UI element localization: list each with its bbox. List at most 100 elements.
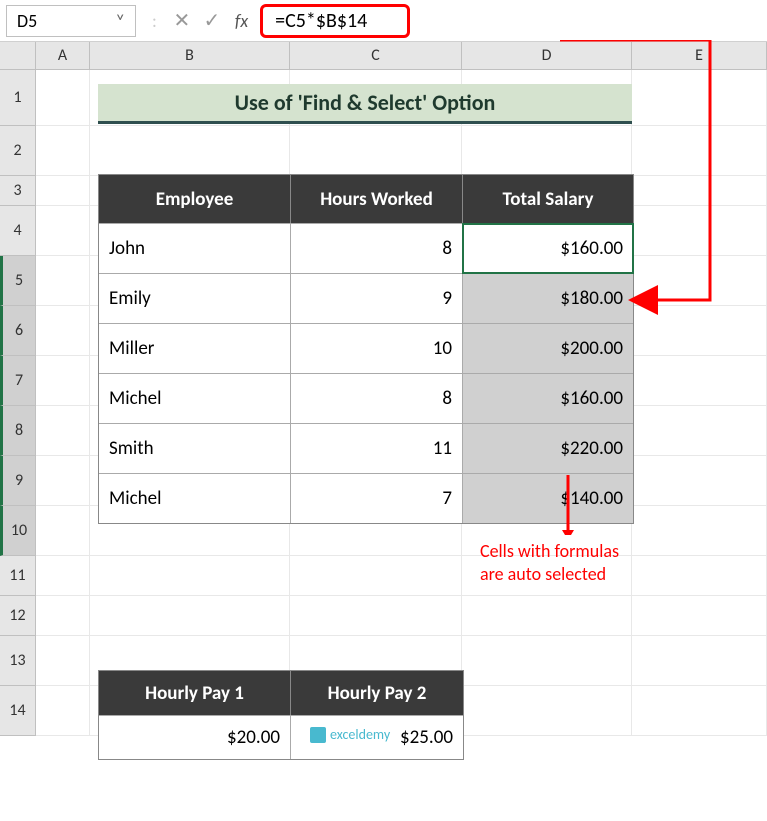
cell[interactable]: [36, 356, 90, 406]
total-salary[interactable]: $220.00: [463, 424, 633, 473]
cell[interactable]: [36, 70, 90, 126]
cell[interactable]: [632, 126, 767, 176]
cell[interactable]: [632, 256, 767, 306]
row-header-12[interactable]: 12: [0, 596, 36, 636]
annotation-line2: are auto selected: [480, 563, 619, 586]
cell[interactable]: [36, 456, 90, 506]
hours-worked[interactable]: 11: [291, 424, 463, 473]
accept-icon[interactable]: ✓: [197, 8, 227, 33]
pay1-value[interactable]: $20.00: [99, 716, 291, 759]
row-header-7[interactable]: 7: [0, 356, 36, 406]
cell[interactable]: [632, 506, 767, 556]
cell[interactable]: [90, 596, 290, 636]
row-header-4[interactable]: 4: [0, 206, 36, 256]
cell[interactable]: [36, 636, 90, 686]
cell[interactable]: [632, 686, 767, 736]
row-header-5[interactable]: 5: [0, 256, 36, 306]
cell[interactable]: [36, 256, 90, 306]
cell[interactable]: [36, 126, 90, 176]
cell[interactable]: [36, 596, 90, 636]
row-header-1[interactable]: 1: [0, 70, 36, 126]
row-header-14[interactable]: 14: [0, 686, 36, 736]
table-row: Smith11$220.00: [99, 423, 633, 473]
employee-name[interactable]: Emily: [99, 274, 291, 323]
employee-name[interactable]: Michel: [99, 374, 291, 423]
column-headers: A B C D E: [0, 42, 767, 70]
row-header-6[interactable]: 6: [0, 306, 36, 356]
cell[interactable]: [462, 636, 632, 686]
cell[interactable]: [90, 126, 290, 176]
cell[interactable]: [632, 206, 767, 256]
col-header-B[interactable]: B: [90, 42, 290, 69]
table-row: Michel8$160.00: [99, 373, 633, 423]
header-employee: Employee: [99, 175, 291, 223]
cell[interactable]: [36, 406, 90, 456]
cell[interactable]: [290, 556, 462, 596]
hours-worked[interactable]: 8: [291, 374, 463, 423]
cell[interactable]: [290, 126, 462, 176]
name-box-dropdown-icon[interactable]: ˅: [115, 10, 125, 32]
name-box[interactable]: D5 ˅: [6, 5, 136, 37]
table-row: John8$160.00: [99, 223, 633, 273]
row-header-3[interactable]: 3: [0, 176, 36, 206]
row-header-10[interactable]: 10: [0, 506, 36, 556]
formula-input[interactable]: =C5*$B$14: [260, 4, 410, 38]
total-salary[interactable]: $180.00: [463, 274, 633, 323]
cell[interactable]: [632, 70, 767, 126]
hours-worked[interactable]: 10: [291, 324, 463, 373]
col-header-E[interactable]: E: [632, 42, 767, 69]
col-header-C[interactable]: C: [290, 42, 462, 69]
col-header-A[interactable]: A: [36, 42, 90, 69]
cell[interactable]: [36, 206, 90, 256]
cell-reference: D5: [17, 10, 37, 32]
row-header-11[interactable]: 11: [0, 556, 36, 596]
formula-bar-separator: :: [152, 10, 157, 32]
table-row: Emily9$180.00: [99, 273, 633, 323]
employee-name[interactable]: Miller: [99, 324, 291, 373]
select-all-corner[interactable]: [0, 42, 36, 69]
employee-name[interactable]: John: [99, 224, 291, 273]
employee-name[interactable]: Smith: [99, 424, 291, 473]
cell[interactable]: [36, 686, 90, 736]
cell[interactable]: [632, 556, 767, 596]
hours-worked[interactable]: 8: [291, 224, 463, 273]
row-header-13[interactable]: 13: [0, 636, 36, 686]
total-salary[interactable]: $140.00: [463, 474, 633, 523]
header-hours: Hours Worked: [291, 175, 463, 223]
cell[interactable]: [632, 306, 767, 356]
fx-icon[interactable]: fx: [235, 10, 248, 32]
employee-name[interactable]: Michel: [99, 474, 291, 523]
pay-row: $20.00 $25.00: [99, 715, 463, 759]
cell[interactable]: [632, 636, 767, 686]
total-salary[interactable]: $200.00: [463, 324, 633, 373]
formula-bar: D5 ˅ : ✕ ✓ fx =C5*$B$14: [0, 0, 767, 42]
cell[interactable]: [36, 176, 90, 206]
cell[interactable]: [36, 556, 90, 596]
header-pay2: Hourly Pay 2: [291, 671, 463, 715]
cell[interactable]: [462, 126, 632, 176]
cell[interactable]: [632, 356, 767, 406]
row-header-2[interactable]: 2: [0, 126, 36, 176]
cell[interactable]: [632, 406, 767, 456]
sheet-title: Use of 'Find & Select' Option: [98, 84, 632, 124]
cell[interactable]: [36, 506, 90, 556]
table-row: Michel7$140.00: [99, 473, 633, 523]
cell[interactable]: [632, 596, 767, 636]
cell[interactable]: [462, 686, 632, 736]
cell[interactable]: [632, 176, 767, 206]
row-header-8[interactable]: 8: [0, 406, 36, 456]
row-header-9[interactable]: 9: [0, 456, 36, 506]
cell[interactable]: [90, 556, 290, 596]
cell[interactable]: [290, 596, 462, 636]
cell[interactable]: [462, 596, 632, 636]
watermark-icon: [310, 727, 326, 743]
total-salary[interactable]: $160.00: [463, 224, 633, 273]
cancel-icon[interactable]: ✕: [167, 8, 197, 33]
hours-worked[interactable]: 7: [291, 474, 463, 523]
col-header-D[interactable]: D: [462, 42, 632, 69]
pay-header-row: Hourly Pay 1 Hourly Pay 2: [99, 671, 463, 715]
hours-worked[interactable]: 9: [291, 274, 463, 323]
cell[interactable]: [632, 456, 767, 506]
cell[interactable]: [36, 306, 90, 356]
total-salary[interactable]: $160.00: [463, 374, 633, 423]
